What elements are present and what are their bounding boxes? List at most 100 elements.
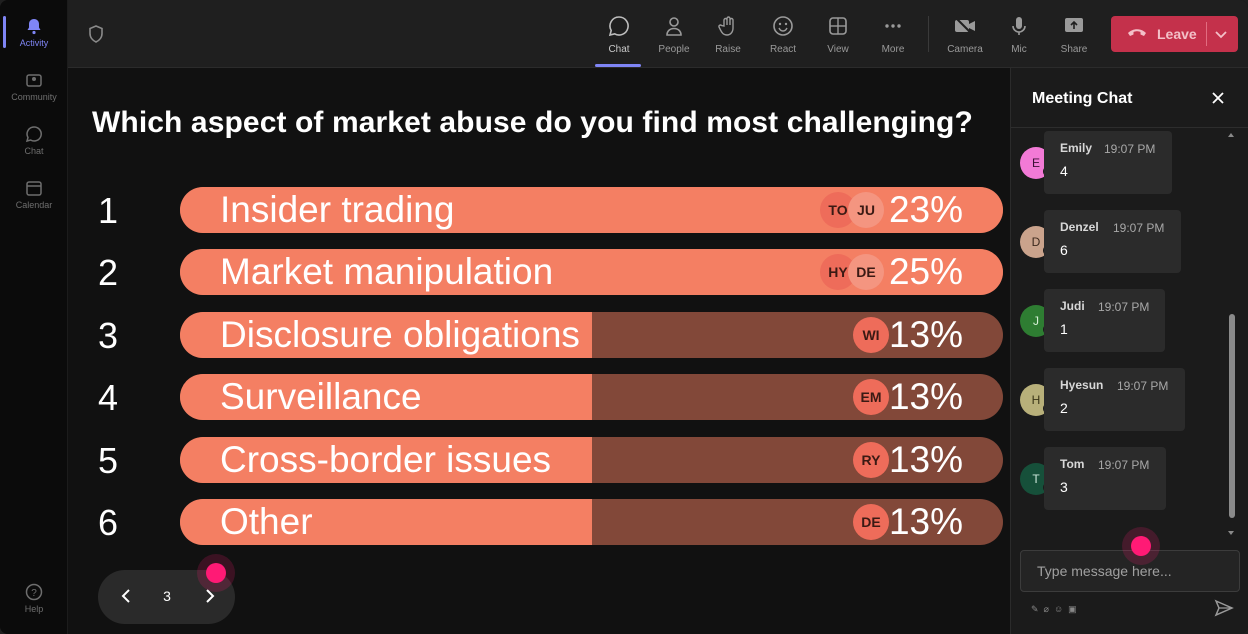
chat-title: Meeting Chat [1032,90,1133,107]
hang-up-icon [1127,26,1147,42]
voter-avatar: DE [853,504,889,540]
message-text: 3 [1060,479,1068,495]
attach-icon[interactable]: ⌀ [1043,604,1049,614]
poll-option-bar[interactable]: Disclosure obligations WI 13% [180,312,1003,358]
option-label: Disclosure obligations [220,314,580,355]
poll-option-bar[interactable]: Cross-border issues RY 13% [180,437,1003,483]
mic-icon [1007,14,1031,38]
close-icon[interactable] [1210,90,1226,106]
chat-scrollbar[interactable] [1225,128,1237,540]
leave-label: Leave [1157,26,1197,42]
toolbar-react-button[interactable]: React [759,10,807,60]
option-fill [180,499,592,545]
message-input[interactable] [1020,550,1240,592]
toolbar-people-button[interactable]: People [650,10,698,60]
rail-item-calendar[interactable]: Calendar [0,170,68,218]
toolbar-button-label: Camera [947,44,983,55]
option-label: Insider trading [220,189,455,230]
option-percent: 23% [888,189,963,230]
message-time: 19:07 PM [1098,300,1150,314]
chevron-down-icon[interactable] [1213,26,1229,45]
gif-icon[interactable]: ▣ [1068,604,1077,614]
toolbar-button-label: Share [1060,44,1088,55]
svg-text:?: ? [31,588,37,599]
more-icon [881,14,905,38]
option-label: Other [220,501,313,542]
option-label: Surveillance [220,376,422,417]
toolbar-camera-button[interactable]: Camera [941,10,989,60]
chevron-left-icon[interactable] [116,586,136,611]
pointer-indicator [206,563,226,583]
voter-avatar: WI [853,317,889,353]
toolbar-button-label: Raise [715,44,741,55]
emoji-icon[interactable]: ☺ [1053,604,1064,614]
toolbar-chat-button[interactable]: Chat [595,10,643,67]
rail-item-chat[interactable]: Chat [0,116,68,164]
leave-button[interactable]: Leave [1111,16,1238,52]
message-bubble: Denzel 19:07 PM 6 [1044,210,1181,273]
option-number: 1 [98,190,119,231]
poll-stage: Which aspect of market abuse do you find… [68,68,1010,634]
option-label: Cross-border issues [220,439,552,480]
option-percent: 13% [888,439,963,480]
toolbar-raise-button[interactable]: Raise [704,10,752,60]
chevron-right-icon[interactable] [200,586,220,611]
sender-name: Hyesun [1060,378,1104,392]
message-bubble: Emily 19:07 PM 4 [1044,131,1172,194]
option-label: Market manipulation [220,251,554,292]
meeting-toolbar: Chat People Raise React View [68,0,1248,68]
help-icon: ? [24,582,44,602]
toolbar-view-button[interactable]: View [814,10,862,60]
send-icon[interactable] [1214,598,1234,618]
raise-hand-icon [716,14,740,38]
rail-item-label: Calendar [15,200,53,210]
chat-message: J Judi 19:07 PM 1 [1019,289,1199,353]
voter-avatar: RY [853,442,889,478]
message-text: 4 [1060,163,1068,179]
message-time: 19:07 PM [1117,379,1169,393]
option-number: 4 [98,377,119,418]
option-fill [180,437,592,483]
pointer-indicator [1131,536,1151,556]
option-fill [180,374,592,420]
toolbar-mic-button[interactable]: Mic [995,10,1043,60]
option-percent: 13% [888,314,963,355]
option-number: 6 [98,502,119,543]
poll-option-bar[interactable]: Insider trading TO JU 23% [180,187,1003,233]
scrollbar-thumb[interactable] [1229,314,1235,518]
sender-name: Emily [1060,141,1093,155]
community-icon [24,70,44,90]
rail-item-activity[interactable]: Activity [0,8,68,56]
message-text: 6 [1060,242,1068,258]
toolbar-share-button[interactable]: Share [1050,10,1098,60]
format-icon[interactable]: ✎ [1031,604,1039,614]
grid-view-icon [826,14,850,38]
chat-message: T Tom 19:07 PM 3 [1019,447,1199,511]
message-bubble: Tom 19:07 PM 3 [1044,447,1166,510]
message-bubble: Hyesun 19:07 PM 2 [1044,368,1185,431]
poll-option-bar[interactable]: Market manipulation HY DE 25% [180,249,1003,295]
calendar-icon [24,178,44,198]
shield-icon[interactable] [86,24,106,44]
message-time: 19:07 PM [1098,458,1150,472]
toolbar-button-label: View [827,44,849,55]
option-fill [180,312,592,358]
toolbar-button-label: Mic [1011,44,1027,55]
rail-item-community[interactable]: Community [0,62,68,110]
toolbar-divider [928,16,929,52]
toolbar-more-button[interactable]: More [869,10,917,60]
sender-name: Denzel [1060,220,1099,234]
poll-option-bar[interactable]: Surveillance EM 13% [180,374,1003,420]
chat-divider [1011,127,1248,128]
option-percent: 13% [888,376,963,417]
sender-name: Judi [1060,299,1085,313]
poll-option-bar[interactable]: Other DE 13% [180,499,1003,545]
bell-icon [24,16,44,36]
format-options[interactable]: ✎ ⌀ ☺ ▣ [1031,604,1077,615]
option-percent: 25% [888,251,963,292]
toolbar-button-label: People [658,44,690,55]
chat-message: D Denzel 19:07 PM 6 [1019,210,1199,274]
rail-item-help[interactable]: ? Help [0,574,68,622]
message-bubble: Judi 19:07 PM 1 [1044,289,1165,352]
